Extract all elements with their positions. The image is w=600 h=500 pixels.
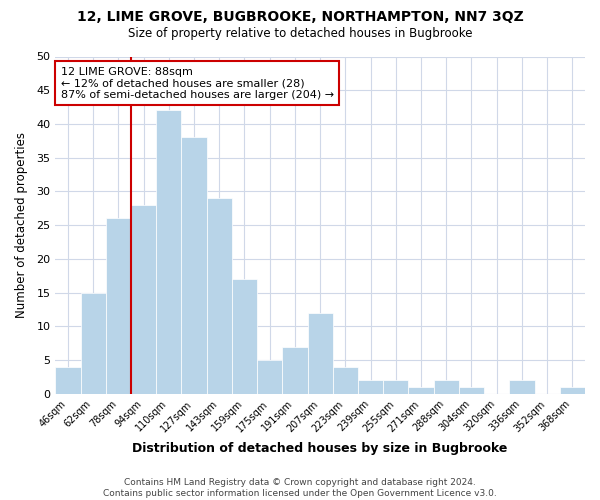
Bar bbox=[206, 198, 232, 394]
Bar bbox=[181, 138, 206, 394]
Bar bbox=[106, 218, 131, 394]
Bar bbox=[232, 279, 257, 394]
Text: Contains HM Land Registry data © Crown copyright and database right 2024.
Contai: Contains HM Land Registry data © Crown c… bbox=[103, 478, 497, 498]
Bar bbox=[434, 380, 459, 394]
Bar bbox=[333, 367, 358, 394]
Y-axis label: Number of detached properties: Number of detached properties bbox=[15, 132, 28, 318]
Bar bbox=[131, 205, 156, 394]
Text: 12, LIME GROVE, BUGBROOKE, NORTHAMPTON, NN7 3QZ: 12, LIME GROVE, BUGBROOKE, NORTHAMPTON, … bbox=[77, 10, 523, 24]
Bar bbox=[358, 380, 383, 394]
Bar bbox=[459, 387, 484, 394]
Bar bbox=[80, 292, 106, 394]
X-axis label: Distribution of detached houses by size in Bugbrooke: Distribution of detached houses by size … bbox=[133, 442, 508, 455]
Bar bbox=[257, 360, 283, 394]
Bar bbox=[409, 387, 434, 394]
Bar bbox=[55, 367, 80, 394]
Bar bbox=[509, 380, 535, 394]
Text: 12 LIME GROVE: 88sqm
← 12% of detached houses are smaller (28)
87% of semi-detac: 12 LIME GROVE: 88sqm ← 12% of detached h… bbox=[61, 66, 334, 100]
Bar bbox=[560, 387, 585, 394]
Bar bbox=[383, 380, 409, 394]
Bar bbox=[283, 346, 308, 394]
Text: Size of property relative to detached houses in Bugbrooke: Size of property relative to detached ho… bbox=[128, 28, 472, 40]
Bar bbox=[156, 110, 181, 394]
Bar bbox=[308, 313, 333, 394]
